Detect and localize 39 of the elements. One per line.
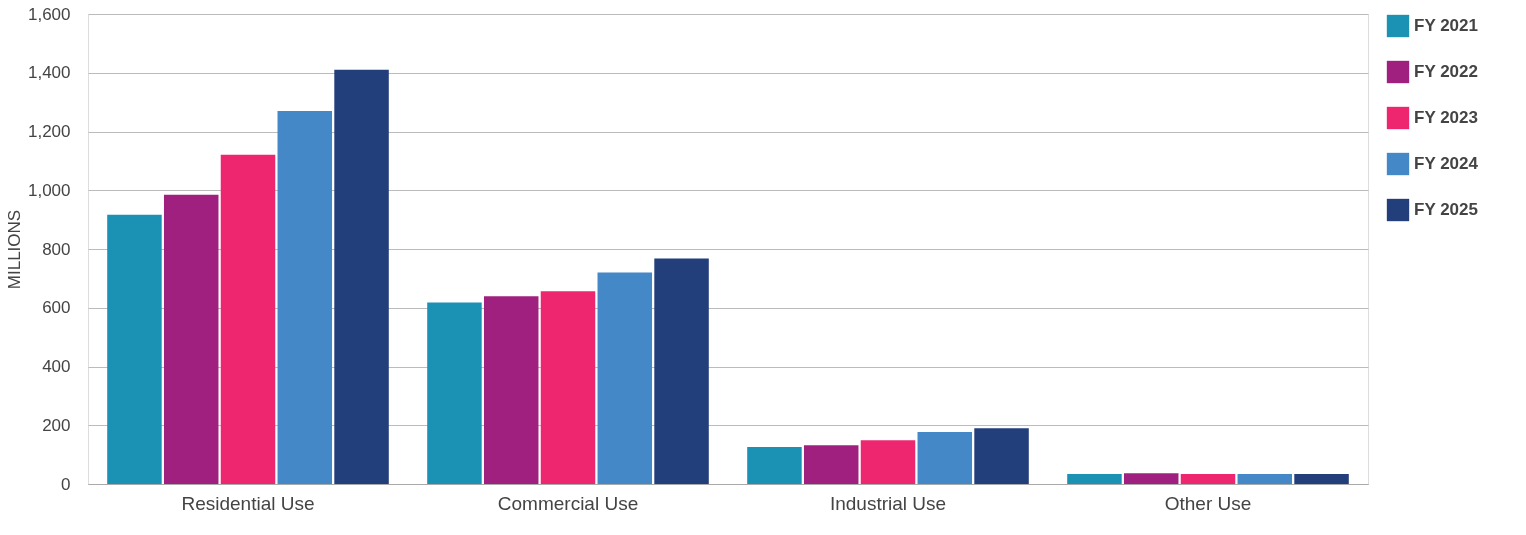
- bar: [483, 296, 539, 484]
- x-tick-label: Industrial Use: [829, 492, 947, 514]
- bar: [427, 302, 482, 484]
- y-tick-label: 400: [42, 357, 71, 376]
- bar: [107, 214, 162, 484]
- x-tick-label: Other Use: [1164, 492, 1252, 514]
- bar: [974, 428, 1029, 484]
- bar: [277, 110, 333, 484]
- y-tick-label: 200: [42, 415, 71, 435]
- bar: [220, 154, 276, 484]
- bar: [860, 440, 916, 484]
- legend-label: FY 2025: [1414, 200, 1478, 219]
- bar: [1294, 474, 1349, 484]
- x-tick-label: Commercial Use: [497, 492, 639, 514]
- legend-label: FY 2023: [1414, 108, 1478, 127]
- y-tick-label: 0: [61, 474, 71, 494]
- y-tick-label: 1,400: [27, 63, 71, 83]
- bar: [1067, 474, 1122, 484]
- legend-label: FY 2024: [1414, 154, 1479, 173]
- bar: [1123, 473, 1179, 484]
- bar: [654, 258, 709, 484]
- bar: [540, 291, 596, 484]
- y-tick-label: 1,200: [27, 122, 71, 141]
- bar: [163, 194, 219, 484]
- bar: [334, 69, 389, 484]
- bar: [1180, 474, 1236, 484]
- y-tick-label: 1,600: [27, 4, 71, 24]
- legend-label: FY 2022: [1414, 62, 1478, 81]
- y-tick-label: 600: [42, 298, 71, 318]
- x-tick-label: Residential Use: [181, 492, 315, 514]
- bar: [747, 446, 802, 484]
- bar: [917, 432, 973, 484]
- y-axis-title: MILLIONS: [4, 209, 24, 290]
- y-tick-label: 800: [42, 239, 71, 259]
- y-tick-label: 1,000: [27, 180, 71, 200]
- bar: [597, 272, 653, 484]
- bar: [803, 445, 859, 484]
- legend-label: FY 2021: [1414, 16, 1478, 35]
- bar: [1237, 474, 1293, 484]
